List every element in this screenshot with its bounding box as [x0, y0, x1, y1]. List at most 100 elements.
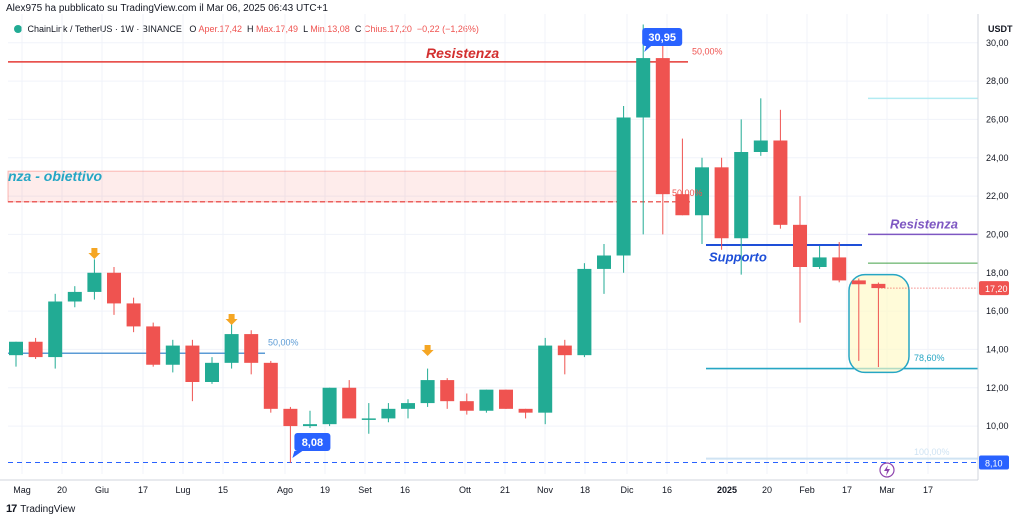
resistance-label: Resistenza — [426, 45, 499, 61]
annotations: nza - obiettivo Resistenza 50,00% 50,00% 50,… — [8, 28, 958, 478]
candle-body — [851, 280, 866, 285]
tradingview-logo-icon: 17 — [6, 503, 17, 515]
resistance-right-label: Resistenza — [890, 217, 958, 232]
y-tick-label: 14,00 — [986, 344, 1009, 354]
candle-body — [753, 140, 768, 152]
candle-body — [499, 389, 513, 409]
x-tick-label: 17 — [842, 485, 852, 495]
x-tick-label: 21 — [500, 485, 510, 495]
fib-100-label: 100,00% — [914, 447, 950, 457]
fib-50-left-label: 50,00% — [268, 338, 299, 348]
candle-body — [616, 117, 631, 256]
down-arrow-icon — [88, 248, 101, 259]
currency-label: USDT — [988, 24, 1013, 34]
candle-body — [185, 345, 200, 382]
candle-body — [107, 272, 121, 304]
price-badge — [979, 281, 1009, 296]
candle-body — [675, 194, 690, 216]
legend-low-value: Min.13,08 — [310, 24, 350, 34]
legend-open-value: Aper.17,42 — [198, 24, 242, 34]
candle-body — [283, 408, 298, 427]
y-tick-label: 20,00 — [986, 229, 1009, 239]
candle-body — [714, 167, 729, 239]
x-tick-label: Feb — [799, 485, 815, 495]
x-tick-label: 19 — [320, 485, 330, 495]
candle-body — [205, 362, 219, 382]
x-tick-label: 17 — [138, 485, 148, 495]
x-tick-label: Ago — [277, 485, 293, 495]
legend-low-label: L — [303, 24, 308, 34]
candle-body — [734, 152, 749, 239]
candle-body — [67, 291, 82, 302]
legend-high-label: H — [247, 24, 254, 34]
y-tick-label: 26,00 — [986, 114, 1009, 124]
candle-body — [557, 345, 572, 356]
candle-body — [165, 345, 180, 365]
candles — [9, 24, 886, 463]
support-label: Supporto — [709, 250, 767, 265]
level-810-badge — [979, 455, 1009, 470]
legend-close-value: Chius.17,20 — [363, 24, 412, 34]
price-axis: 10,00 12,00 14,00 16,00 18,00 20,00 22,00 24,00… — [977, 14, 1013, 480]
candle-body — [244, 334, 259, 363]
x-tick-label: Lug — [175, 485, 190, 495]
candle-body — [773, 140, 788, 225]
x-tick-label: 2025 — [717, 485, 737, 495]
candle-body — [303, 424, 317, 427]
x-tick-label: 16 — [662, 485, 672, 495]
candle-body — [832, 257, 847, 281]
down-arrow-icon — [421, 345, 434, 356]
low-badge-pointer — [292, 451, 303, 458]
highlight-box — [848, 273, 910, 374]
candle-body — [636, 58, 651, 118]
y-tick-label: 16,00 — [986, 306, 1009, 316]
legend-symbol: ChainLink / TetherUS · 1W · BINANCE — [27, 24, 182, 34]
annotation-zones — [7, 61, 978, 463]
price-badge-label: 17,20 — [985, 284, 1008, 294]
fib-786-label: 78,60% — [914, 353, 945, 363]
fib-50-mid-label: 50,00% — [672, 188, 703, 198]
candle-body — [361, 418, 376, 420]
y-tick-label: 28,00 — [986, 76, 1009, 86]
candle-body — [420, 380, 435, 404]
candle-body — [597, 255, 611, 269]
candle-body — [538, 345, 553, 413]
peak-badge — [642, 28, 683, 46]
candle-body — [126, 303, 141, 327]
y-tick-label: 30,00 — [986, 38, 1009, 48]
legend-open-label: O — [189, 24, 197, 34]
y-tick-label: 24,00 — [986, 153, 1009, 163]
candle-body — [440, 380, 455, 402]
lightning-bolt-icon — [884, 465, 890, 476]
legend-close-label: C — [354, 24, 362, 34]
candle-body — [322, 387, 337, 425]
status-dot-icon — [14, 24, 22, 33]
x-tick-label: Mar — [879, 485, 895, 495]
x-tick-label: Dic — [621, 485, 634, 495]
candle-body — [655, 58, 670, 195]
y-tick-label: 10,00 — [986, 421, 1009, 431]
candle-body — [459, 401, 474, 411]
y-tick-label: 18,00 — [986, 268, 1009, 278]
low-label: 8,08 — [302, 437, 323, 449]
peak-label: 30,95 — [648, 32, 676, 44]
x-tick-label: 18 — [580, 485, 590, 495]
candle-body — [479, 389, 494, 411]
x-tick-label: 16 — [400, 485, 410, 495]
x-tick-label: 15 — [218, 485, 228, 495]
x-tick-label: Nov — [537, 485, 554, 495]
x-tick-label: Set — [358, 485, 372, 495]
x-tick-label: Giu — [95, 485, 109, 495]
chart-legend: ChainLink / TetherUS · 1W · BINANCE O Ap… — [14, 24, 479, 35]
footer-brand-name: TradingView — [20, 503, 76, 515]
legend-high-value: Max.17,49 — [256, 24, 299, 34]
y-tick-label: 12,00 — [986, 383, 1009, 393]
x-tick-label: Mag — [13, 485, 31, 495]
footer-brand: 17 TradingView — [6, 503, 75, 515]
candle-body — [577, 268, 592, 356]
x-tick-label: 20 — [762, 485, 772, 495]
candle-body — [401, 403, 415, 409]
candle-body — [793, 224, 807, 267]
candle-body — [263, 362, 278, 409]
